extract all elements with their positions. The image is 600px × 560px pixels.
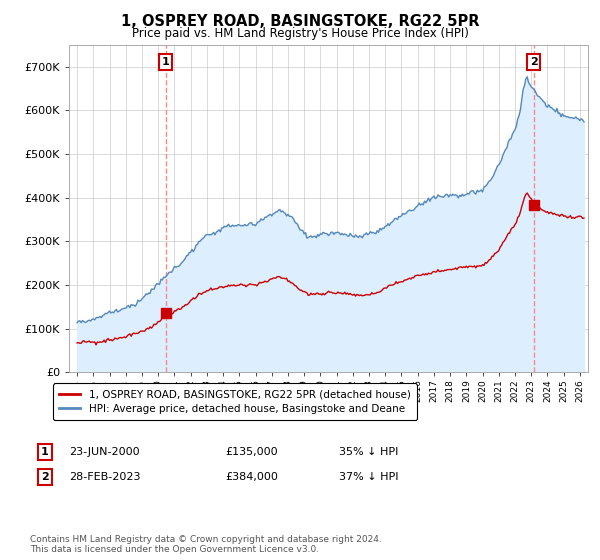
Text: 1: 1	[162, 57, 170, 67]
Text: £135,000: £135,000	[225, 447, 278, 457]
Legend: 1, OSPREY ROAD, BASINGSTOKE, RG22 5PR (detached house), HPI: Average price, deta: 1, OSPREY ROAD, BASINGSTOKE, RG22 5PR (d…	[53, 384, 417, 420]
Text: 23-JUN-2000: 23-JUN-2000	[69, 447, 140, 457]
Text: 35% ↓ HPI: 35% ↓ HPI	[339, 447, 398, 457]
Text: 2: 2	[41, 472, 49, 482]
Text: 1: 1	[41, 447, 49, 457]
Text: 37% ↓ HPI: 37% ↓ HPI	[339, 472, 398, 482]
Text: £384,000: £384,000	[225, 472, 278, 482]
Text: 2: 2	[530, 57, 538, 67]
Text: Price paid vs. HM Land Registry's House Price Index (HPI): Price paid vs. HM Land Registry's House …	[131, 27, 469, 40]
Text: Contains HM Land Registry data © Crown copyright and database right 2024.
This d: Contains HM Land Registry data © Crown c…	[30, 535, 382, 554]
Text: 1, OSPREY ROAD, BASINGSTOKE, RG22 5PR: 1, OSPREY ROAD, BASINGSTOKE, RG22 5PR	[121, 14, 479, 29]
Text: 28-FEB-2023: 28-FEB-2023	[69, 472, 140, 482]
